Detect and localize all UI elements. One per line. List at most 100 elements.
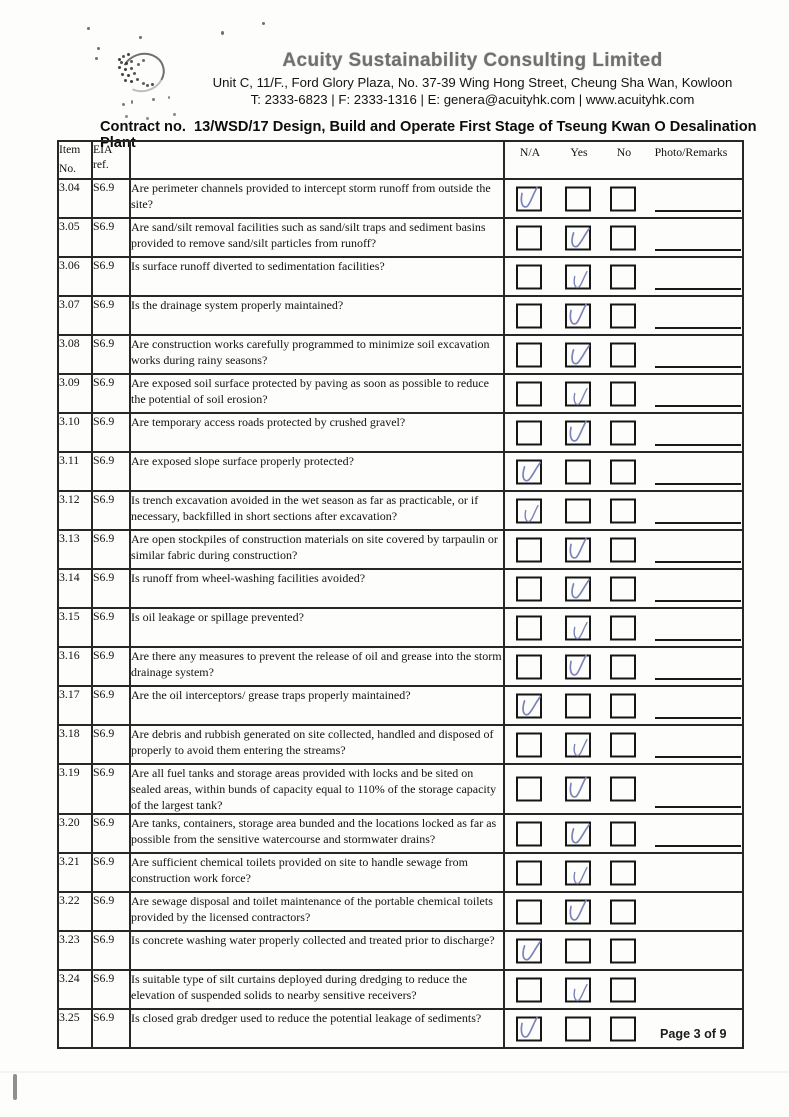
question-cell: Are exposed slope surface properly prote… [129,451,505,492]
scan-speck [146,117,149,120]
scan-speck [139,36,142,39]
na-checkbox [516,977,542,1003]
na-checkbox [516,693,542,718]
answers-cell [503,568,744,609]
yes-checkbox [565,576,591,601]
na-checkbox [516,420,542,445]
header-question [129,140,505,180]
na-checkbox [516,537,542,562]
item-no-cell: 3.23 [57,930,93,972]
no-checkbox [610,732,636,757]
item-no-cell: 3.17 [57,685,93,726]
item-no-cell: 3.05 [57,217,93,258]
pen-check-icon [571,344,590,365]
answers-cell [503,762,744,816]
remarks-line [655,366,741,368]
answers-cell [503,451,744,492]
yes-checkbox [565,860,591,886]
item-no-cell: 3.14 [57,568,93,609]
remarks-line [655,639,741,641]
no-checkbox [610,264,636,289]
yes-checkbox [565,821,591,847]
scan-artifact-bar [13,1074,17,1100]
pen-check-icon [573,866,588,884]
question-cell: Is the drainage system properly maintain… [129,295,505,336]
yes-checkbox [565,264,591,289]
item-no-cell: 3.18 [57,724,93,765]
yes-checkbox [565,459,591,484]
na-checkbox [516,776,542,802]
pen-check-icon [573,738,588,756]
na-checkbox [516,654,542,679]
remarks-line [655,806,741,809]
yes-checkbox [565,654,591,679]
eia-ref-cell: S6.9 [91,373,131,414]
remarks-line [655,678,741,680]
no-checkbox [610,342,636,367]
question-cell: Are all fuel tanks and storage areas pro… [129,762,505,816]
no-checkbox [610,938,636,964]
no-checkbox [610,1016,636,1042]
pen-check-icon [573,621,588,639]
item-no-cell: 3.25 [57,1008,93,1050]
answers-cell [503,256,744,297]
scan-speck [131,100,133,104]
scan-speck [262,22,265,25]
question-cell: Is runoff from wheel-washing facilities … [129,568,505,609]
company-logo [112,47,170,102]
answers-cell [503,1008,744,1050]
scan-speck [125,115,128,118]
answers-cell [503,490,744,531]
item-no-cell: 3.13 [57,529,93,570]
na-checkbox [516,498,542,523]
pen-check-icon [569,537,587,559]
page-number: Page 3 of 9 [660,1027,727,1041]
yes-checkbox [565,186,591,211]
pen-check-icon [522,940,541,961]
answers-cell [503,373,744,414]
question-cell: Are open stockpiles of construction mate… [129,529,505,570]
item-no-cell: 3.10 [57,412,93,453]
no-checkbox [610,821,636,847]
table-row: 3.09 S6.9 Are exposed soil surface prote… [57,373,744,414]
header-item-no: Item No. [57,140,93,180]
answers-cell [503,646,744,687]
table-row: 3.21 S6.9 Are sufficient chemical toilet… [57,852,744,894]
no-checkbox [610,576,636,601]
na-checkbox [516,732,542,757]
answers-cell [503,891,744,933]
item-no-cell: 3.11 [57,451,93,492]
yes-checkbox [565,225,591,250]
eia-ref-cell: S6.9 [91,762,131,816]
company-name: Acuity Sustainability Consulting Limited [282,50,663,71]
question-cell: Are perimeter channels provided to inter… [129,178,505,219]
no-checkbox [610,776,636,802]
scan-speck [152,98,155,101]
yes-checkbox [565,1016,591,1042]
no-checkbox [610,498,636,523]
na-checkbox [516,342,542,367]
na-checkbox [516,615,542,640]
no-checkbox [610,860,636,886]
no-checkbox [610,459,636,484]
no-checkbox [610,615,636,640]
item-no-cell: 3.06 [57,256,93,297]
pen-check-icon [573,270,588,288]
table-row: 3.19 S6.9 Are all fuel tanks and storage… [57,762,744,816]
header-yes: Yes [570,145,588,159]
pen-check-icon [524,504,539,522]
yes-checkbox [565,381,591,406]
header-eia-ref: EIA ref. [91,140,131,180]
remarks-line [655,288,741,290]
pen-check-icon [569,654,587,676]
na-checkbox [516,186,542,211]
item-no-cell: 3.08 [57,334,93,375]
scan-speck [173,113,176,116]
eia-ref-cell: S6.9 [91,412,131,453]
yes-checkbox [565,732,591,757]
answers-cell [503,724,744,765]
eia-ref-cell: S6.9 [91,724,131,765]
question-cell: Is trench excavation avoided in the wet … [129,490,505,531]
item-no-cell: 3.22 [57,891,93,933]
